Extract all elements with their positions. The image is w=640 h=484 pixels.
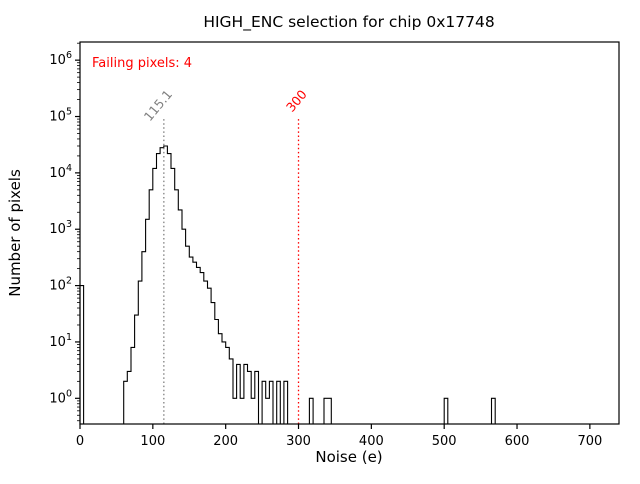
y-tick-label: 101	[49, 332, 72, 350]
x-tick-label: 600	[505, 434, 530, 449]
y-major-ticks: 100 101 102 103 104 105 106	[49, 50, 80, 406]
x-tick-label: 0	[76, 434, 84, 449]
x-major-ticks: 0 100 200 300 400 500 600 700	[76, 424, 602, 449]
x-axis-label: Noise (e)	[315, 448, 382, 466]
failing-pixels-annotation: Failing pixels: 4	[92, 56, 192, 71]
y-tick-label: 104	[49, 163, 72, 181]
x-tick-label: 100	[140, 434, 165, 449]
x-tick-label: 700	[577, 434, 602, 449]
chart-title: HIGH_ENC selection for chip 0x17748	[203, 13, 494, 32]
y-tick-label: 105	[49, 107, 72, 125]
y-tick-label: 100	[49, 388, 72, 406]
x-tick-label: 500	[432, 434, 457, 449]
y-tick-label: 103	[49, 219, 72, 237]
y-axis-label: Number of pixels	[6, 169, 24, 297]
x-tick-label: 200	[213, 434, 238, 449]
y-tick-label: 106	[49, 50, 72, 68]
plot-area-border	[79, 41, 620, 425]
x-tick-label: 400	[359, 434, 384, 449]
x-tick-label: 300	[286, 434, 311, 449]
y-tick-label: 102	[49, 276, 72, 294]
